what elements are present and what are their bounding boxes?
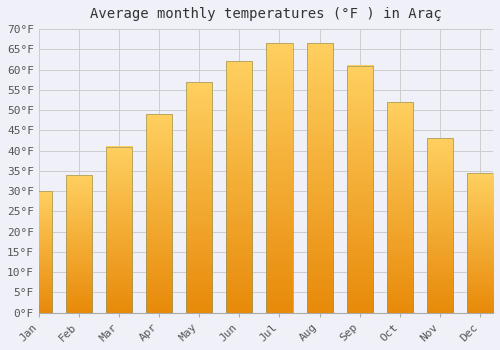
- Bar: [306, 43, 332, 313]
- Bar: [146, 114, 172, 313]
- Bar: [106, 147, 132, 313]
- Bar: [66, 175, 92, 313]
- Bar: [146, 114, 172, 313]
- Bar: [306, 43, 332, 313]
- Bar: [427, 139, 453, 313]
- Bar: [266, 43, 292, 313]
- Bar: [226, 62, 252, 313]
- Bar: [427, 139, 453, 313]
- Bar: [387, 102, 413, 313]
- Bar: [66, 175, 92, 313]
- Bar: [346, 65, 372, 313]
- Bar: [346, 65, 372, 313]
- Bar: [266, 43, 292, 313]
- Bar: [186, 82, 212, 313]
- Bar: [26, 191, 52, 313]
- Bar: [186, 82, 212, 313]
- Bar: [467, 173, 493, 313]
- Bar: [387, 102, 413, 313]
- Bar: [26, 191, 52, 313]
- Title: Average monthly temperatures (°F ) in Araç: Average monthly temperatures (°F ) in Ar…: [90, 7, 442, 21]
- Bar: [226, 62, 252, 313]
- Bar: [106, 147, 132, 313]
- Bar: [467, 173, 493, 313]
